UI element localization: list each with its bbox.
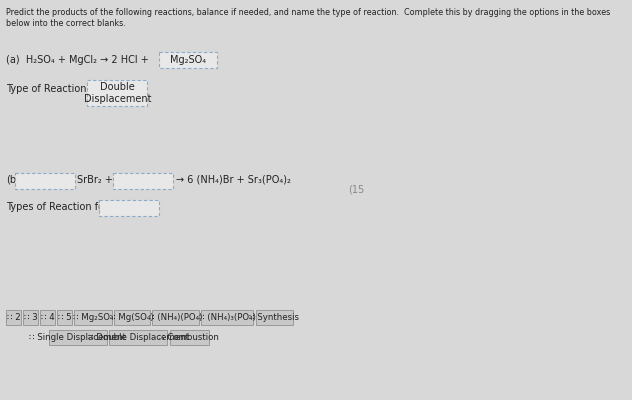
Text: → 6 (NH₄)Br + Sr₃(PO₄)₂: → 6 (NH₄)Br + Sr₃(PO₄)₂ xyxy=(176,175,291,185)
Text: SrBr₂ + 2: SrBr₂ + 2 xyxy=(77,175,122,185)
FancyBboxPatch shape xyxy=(49,330,107,345)
FancyBboxPatch shape xyxy=(114,310,150,325)
FancyBboxPatch shape xyxy=(152,310,199,325)
FancyBboxPatch shape xyxy=(58,310,72,325)
FancyBboxPatch shape xyxy=(40,310,55,325)
Text: Predict the products of the following reactions, balance if needed, and name the: Predict the products of the following re… xyxy=(6,8,611,17)
Text: ∷ 3: ∷ 3 xyxy=(24,313,38,322)
FancyBboxPatch shape xyxy=(75,310,112,325)
FancyBboxPatch shape xyxy=(109,330,167,345)
FancyBboxPatch shape xyxy=(15,173,75,189)
Text: ∷ Combustion: ∷ Combustion xyxy=(159,333,219,342)
Text: ∷ (NH₄)₃(PO₄): ∷ (NH₄)₃(PO₄) xyxy=(199,313,256,322)
Text: ∷ 5: ∷ 5 xyxy=(58,313,71,322)
FancyBboxPatch shape xyxy=(256,310,293,325)
Text: ∷ Double Displacement: ∷ Double Displacement xyxy=(88,333,189,342)
Text: Double
Displacement: Double Displacement xyxy=(83,82,151,104)
FancyBboxPatch shape xyxy=(87,80,147,106)
Text: ∷ Mg₂SO₄: ∷ Mg₂SO₄ xyxy=(73,313,113,322)
FancyBboxPatch shape xyxy=(23,310,38,325)
FancyBboxPatch shape xyxy=(202,310,253,325)
Text: (15: (15 xyxy=(348,185,364,195)
Text: Type of Reaction for (a) :: Type of Reaction for (a) : xyxy=(6,84,126,94)
Text: ∷ Synthesis: ∷ Synthesis xyxy=(249,313,300,322)
Text: (a)  H₂SO₄ + MgCl₂ → 2 HCl +: (a) H₂SO₄ + MgCl₂ → 2 HCl + xyxy=(6,55,152,65)
Text: ∷ 4: ∷ 4 xyxy=(41,313,54,322)
FancyBboxPatch shape xyxy=(170,330,209,345)
FancyBboxPatch shape xyxy=(6,310,21,325)
Text: (b): (b) xyxy=(6,175,20,185)
Text: below into the correct blanks.: below into the correct blanks. xyxy=(6,19,126,28)
Text: Types of Reaction for (b):: Types of Reaction for (b): xyxy=(6,202,129,212)
FancyBboxPatch shape xyxy=(159,52,217,68)
FancyBboxPatch shape xyxy=(113,173,173,189)
Text: Mg₂SO₄: Mg₂SO₄ xyxy=(169,55,206,65)
Text: ∷ (NH₄)(PO₄): ∷ (NH₄)(PO₄) xyxy=(149,313,202,322)
Text: ∷ Single Displacement: ∷ Single Displacement xyxy=(29,333,126,342)
Text: ∷ 2: ∷ 2 xyxy=(7,313,21,322)
FancyBboxPatch shape xyxy=(99,200,159,216)
Text: ∷ Mg(SO₄): ∷ Mg(SO₄) xyxy=(110,313,154,322)
